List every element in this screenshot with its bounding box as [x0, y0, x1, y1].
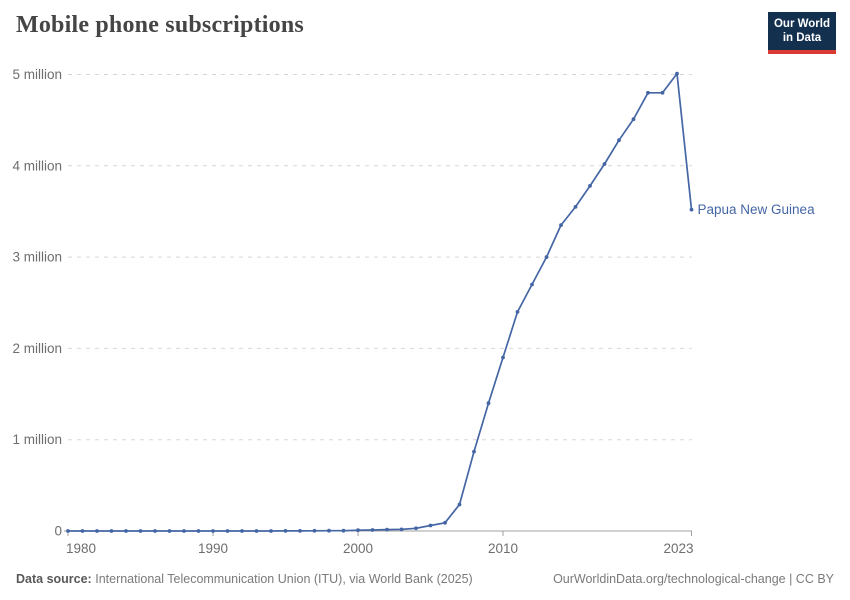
y-axis-label: 4 million [12, 158, 62, 173]
data-point[interactable] [399, 527, 404, 532]
data-point[interactable] [530, 282, 534, 287]
data-point[interactable] [428, 523, 433, 528]
data-point[interactable] [414, 526, 418, 531]
data-point[interactable] [385, 527, 389, 532]
data-point[interactable] [80, 529, 85, 533]
x-axis-label: 2010 [488, 541, 518, 556]
chart-title: Mobile phone subscriptions [16, 12, 304, 38]
data-point[interactable] [109, 529, 114, 533]
data-point[interactable] [617, 138, 621, 143]
data-point[interactable] [312, 528, 317, 533]
data-point[interactable] [457, 502, 462, 507]
y-axis-label: 3 million [12, 250, 62, 265]
data-point[interactable] [559, 223, 563, 228]
data-point[interactable] [588, 184, 592, 188]
y-axis-label: 2 million [12, 341, 62, 356]
data-point[interactable] [66, 529, 70, 533]
data-point[interactable] [269, 529, 273, 533]
data-point[interactable] [211, 529, 215, 533]
data-point[interactable] [486, 401, 491, 406]
y-axis-label: 0 [54, 524, 62, 539]
chart-footer: Data source: International Telecommunica… [16, 572, 834, 586]
data-point[interactable] [138, 529, 143, 533]
data-source-label: Data source: [16, 572, 92, 586]
data-point[interactable] [472, 449, 476, 454]
series-end-label[interactable]: Papua New Guinea [698, 202, 816, 217]
data-point[interactable] [95, 529, 99, 533]
y-axis-label: 1 million [12, 432, 62, 447]
owid-url-and-license[interactable]: OurWorldinData.org/technological-change … [553, 572, 834, 586]
data-point[interactable] [341, 528, 346, 533]
x-axis-label: 2000 [343, 541, 373, 556]
owid-logo[interactable]: Our World in Data [768, 12, 836, 54]
data-point[interactable] [443, 520, 447, 525]
data-point[interactable] [240, 529, 244, 533]
data-point[interactable] [225, 529, 230, 533]
data-point[interactable] [153, 529, 157, 533]
x-axis-label: 2023 [663, 541, 693, 556]
data-point[interactable] [501, 355, 505, 360]
y-axis-label: 5 million [12, 67, 62, 82]
data-point[interactable] [327, 528, 331, 533]
data-source-text: International Telecommunication Union (I… [95, 572, 473, 586]
data-point[interactable] [356, 528, 360, 533]
x-axis-label: 1990 [198, 541, 228, 556]
data-point[interactable] [631, 117, 636, 122]
data-source: Data source: International Telecommunica… [16, 572, 473, 586]
owid-logo-line2: in Data [782, 32, 822, 45]
data-point[interactable] [298, 529, 302, 533]
data-point[interactable] [573, 205, 578, 209]
data-point[interactable] [196, 529, 201, 533]
data-point[interactable] [602, 162, 607, 166]
data-point[interactable] [283, 529, 288, 533]
data-point[interactable] [370, 528, 375, 532]
data-point[interactable] [254, 529, 259, 533]
line-series[interactable] [67, 72, 693, 532]
data-point[interactable] [544, 255, 549, 259]
data-point[interactable] [182, 529, 186, 533]
data-point[interactable] [167, 529, 172, 533]
data-point[interactable] [515, 310, 520, 314]
x-axis-label: 1980 [66, 541, 96, 556]
owid-logo-line1: Our World [773, 18, 830, 30]
data-point[interactable] [689, 207, 694, 212]
data-point[interactable] [646, 90, 650, 95]
data-point[interactable] [675, 71, 679, 76]
data-point[interactable] [124, 529, 128, 533]
data-point[interactable] [660, 90, 665, 95]
